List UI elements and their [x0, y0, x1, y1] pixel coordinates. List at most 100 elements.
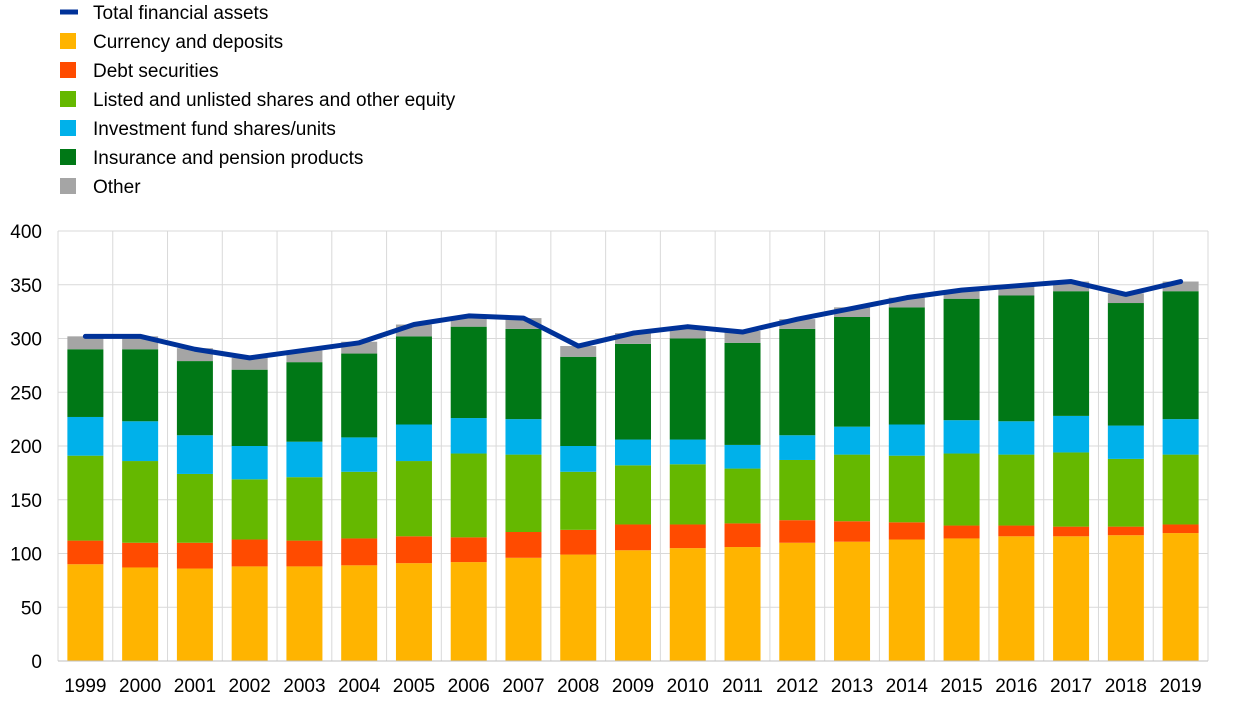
bar-currency-and-deposits-2018: [1107, 535, 1144, 661]
bar-listed-and-unlisted-shares-and-other-equity-2003: [286, 477, 323, 541]
legend-swatch: [60, 149, 76, 165]
bar-investment-fund-shares-units-2016: [998, 421, 1035, 455]
bar-investment-fund-shares-units-2003: [286, 441, 323, 478]
bar-debt-securities-2001: [176, 542, 213, 569]
bar-insurance-and-pension-products-2003: [286, 362, 323, 442]
legend-item-listed-and-unlisted-shares-and-other-equity: Listed and unlisted shares and other equ…: [60, 90, 456, 111]
bar-investment-fund-shares-units-2018: [1107, 425, 1144, 459]
x-tick-label: 2013: [831, 676, 873, 697]
bar-other-2006: [450, 317, 487, 327]
bar-debt-securities-2002: [231, 539, 268, 567]
legend-label: Debt securities: [93, 61, 219, 82]
x-tick-label: 1999: [64, 676, 106, 697]
bar-currency-and-deposits-2017: [1053, 536, 1090, 661]
bar-listed-and-unlisted-shares-and-other-equity-2019: [1162, 454, 1199, 525]
y-tick-label: 150: [10, 491, 42, 512]
axes: 0 50 100 150 200 250 300 350 400 1999 2000 2001 2002…: [10, 222, 1208, 697]
bar-debt-securities-2009: [615, 524, 651, 551]
bar-currency-and-deposits-2014: [888, 539, 925, 661]
y-tick-label: 300: [10, 330, 42, 351]
bar-other-2005: [395, 324, 432, 337]
bar-debt-securities-2015: [943, 525, 980, 539]
bar-investment-fund-shares-units-2013: [834, 426, 871, 455]
bar-listed-and-unlisted-shares-and-other-equity-2011: [724, 468, 761, 524]
bar-insurance-and-pension-products-2012: [779, 328, 816, 436]
bar-insurance-and-pension-products-2004: [341, 353, 378, 438]
legend-item-currency-and-deposits: Currency and deposits: [60, 32, 283, 53]
bar-currency-and-deposits-2012: [779, 542, 816, 661]
bar-insurance-and-pension-products-2010: [669, 338, 706, 440]
bar-listed-and-unlisted-shares-and-other-equity-2005: [395, 461, 432, 537]
bar-insurance-and-pension-products-2011: [724, 342, 761, 445]
x-tick-label: 2004: [338, 676, 381, 697]
x-tick-label: 2010: [667, 676, 709, 697]
bar-debt-securities-2011: [724, 523, 761, 548]
bar-investment-fund-shares-units-2001: [176, 435, 213, 474]
bar-other-2009: [615, 333, 651, 344]
bar-listed-and-unlisted-shares-and-other-equity-2007: [505, 454, 542, 532]
bar-debt-securities-2003: [286, 540, 323, 567]
legend-label: Total financial assets: [93, 3, 268, 24]
legend-item-insurance-and-pension-products: Insurance and pension products: [60, 148, 363, 169]
legend-item-other: Other: [60, 177, 141, 198]
legend: Total financial assets Currency and depos…: [60, 3, 456, 198]
bar-listed-and-unlisted-shares-and-other-equity-2008: [560, 471, 597, 530]
bar-currency-and-deposits-2003: [286, 566, 323, 661]
bar-debt-securities-2016: [998, 525, 1035, 537]
legend-label: Insurance and pension products: [93, 148, 363, 169]
bar-debt-securities-2005: [395, 536, 432, 564]
bar-debt-securities-2019: [1162, 524, 1199, 534]
x-tick-label: 2011: [722, 676, 763, 697]
legend-label: Investment fund shares/units: [93, 119, 336, 140]
bar-currency-and-deposits-2011: [724, 547, 761, 661]
bar-other-2002: [231, 357, 268, 370]
bar-investment-fund-shares-units-2019: [1162, 419, 1199, 455]
bar-investment-fund-shares-units-2004: [341, 437, 378, 472]
bar-insurance-and-pension-products-2016: [998, 295, 1035, 422]
legend-label: Other: [93, 177, 141, 198]
bar-listed-and-unlisted-shares-and-other-equity-2010: [669, 464, 706, 525]
legend-swatch: [60, 91, 76, 107]
bar-investment-fund-shares-units-2009: [615, 439, 651, 466]
bar-other-2008: [560, 346, 597, 357]
x-tick-label: 2014: [886, 676, 929, 697]
bar-other-2014: [888, 297, 925, 308]
bar-investment-fund-shares-units-1999: [67, 416, 104, 456]
x-tick-label: 2006: [448, 676, 490, 697]
bar-currency-and-deposits-2010: [669, 548, 706, 661]
bar-other-1999: [67, 336, 104, 350]
bar-currency-and-deposits-2006: [450, 562, 487, 661]
bar-investment-fund-shares-units-2006: [450, 418, 487, 454]
legend-swatch: [60, 62, 76, 78]
bar-debt-securities-2012: [779, 520, 816, 543]
bar-debt-securities-2007: [505, 532, 542, 558]
bar-other-2010: [669, 328, 706, 339]
x-tick-label: 2002: [229, 676, 271, 697]
legend-label: Listed and unlisted shares and other equ…: [93, 90, 456, 111]
line-total-financial-assets: [82, 279, 1184, 361]
bar-other-2019: [1162, 281, 1199, 292]
legend-item-investment-fund-shares-units: Investment fund shares/units: [60, 119, 336, 140]
y-tick-label: 200: [10, 437, 42, 458]
bars: [67, 281, 1199, 661]
bar-investment-fund-shares-units-2002: [231, 446, 268, 480]
bar-listed-and-unlisted-shares-and-other-equity-2013: [834, 454, 871, 522]
bar-debt-securities-2006: [450, 537, 487, 563]
bar-insurance-and-pension-products-2002: [231, 369, 268, 446]
legend-swatch: [60, 178, 76, 194]
bar-insurance-and-pension-products-2019: [1162, 291, 1199, 420]
bar-insurance-and-pension-products-2018: [1107, 303, 1144, 426]
bar-investment-fund-shares-units-2015: [943, 420, 980, 454]
bar-insurance-and-pension-products-2000: [122, 349, 159, 422]
bar-debt-securities-2013: [834, 521, 871, 542]
bar-listed-and-unlisted-shares-and-other-equity-2017: [1053, 452, 1090, 527]
bar-investment-fund-shares-units-2010: [669, 439, 706, 465]
bar-listed-and-unlisted-shares-and-other-equity-2006: [450, 453, 487, 538]
bar-other-2013: [834, 307, 871, 317]
bar-listed-and-unlisted-shares-and-other-equity-2009: [615, 465, 651, 525]
bar-other-2016: [998, 285, 1035, 296]
bar-currency-and-deposits-2005: [395, 563, 432, 661]
bar-currency-and-deposits-2016: [998, 536, 1035, 661]
bar-currency-and-deposits-1999: [67, 564, 104, 661]
x-tick-label: 2005: [393, 676, 435, 697]
